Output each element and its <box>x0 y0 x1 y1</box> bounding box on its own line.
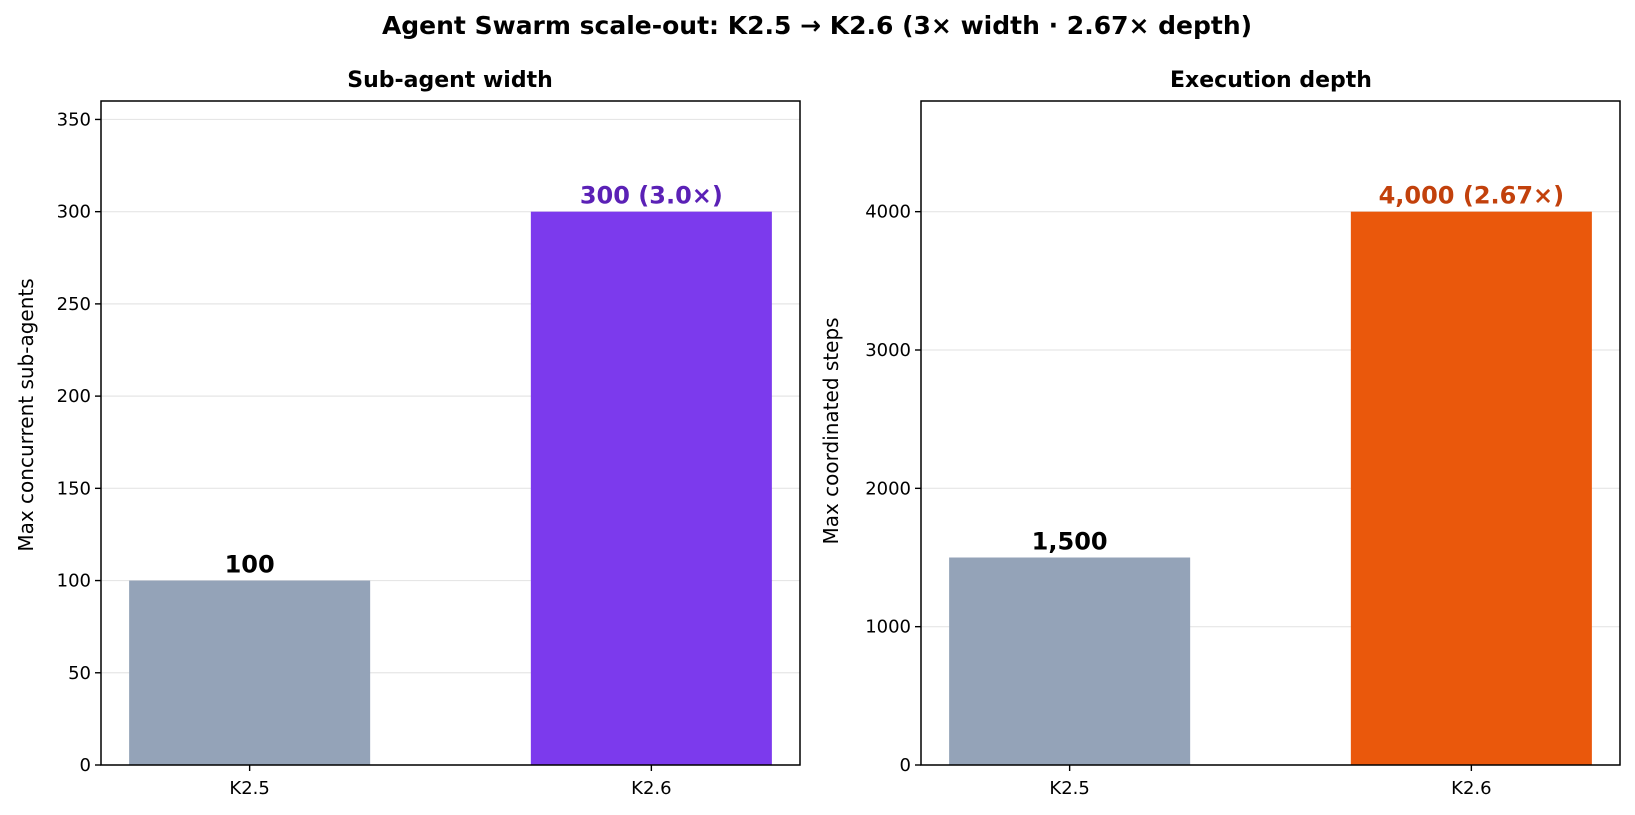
y-tick-label: 150 <box>57 478 91 499</box>
plot-frame <box>100 100 801 766</box>
bar-k2-5 <box>949 557 1191 765</box>
y-tick-label: 0 <box>80 755 91 776</box>
bar-value-label: 4,000 (2.67×) <box>1379 182 1565 210</box>
x-tick-label: K2.6 <box>1451 778 1491 799</box>
y-tick-label: 3000 <box>865 340 911 361</box>
y-tick-label: 2000 <box>865 478 911 499</box>
bar-value-label: 100 <box>225 551 275 579</box>
y-tick-label: 1000 <box>865 617 911 638</box>
y-tick-label: 350 <box>57 109 91 130</box>
y-tick-label: 100 <box>57 571 91 592</box>
bar-k2-6 <box>530 211 772 765</box>
panel-title: Sub-agent width <box>347 68 553 93</box>
y-tick-label: 0 <box>900 755 911 776</box>
bar-value-label: 1,500 <box>1032 528 1108 556</box>
y-axis-label: Max coordinated steps <box>819 317 843 544</box>
x-tick-label: K2.5 <box>229 778 269 799</box>
plot-frame <box>920 100 1621 766</box>
chart-panel-subagent-width: Sub-agent width Max concurrent sub-agent… <box>14 68 801 799</box>
y-tick-label: 50 <box>68 663 91 684</box>
y-tick-label: 4000 <box>865 202 911 223</box>
bar-value-label: 300 (3.0×) <box>580 182 723 210</box>
figure-title: Agent Swarm scale-out: K2.5 → K2.6 (3× w… <box>382 11 1252 40</box>
x-tick-label: K2.6 <box>631 778 671 799</box>
y-tick-label: 200 <box>57 386 91 407</box>
panel-title: Execution depth <box>1170 68 1372 93</box>
bar-k2-6 <box>1350 211 1592 765</box>
x-tick-label: K2.5 <box>1049 778 1089 799</box>
chart-panel-execution-depth: Execution depth Max coordinated steps 1,… <box>819 68 1621 799</box>
y-axis-label: Max concurrent sub-agents <box>14 278 38 551</box>
bar-k2-5 <box>129 580 371 765</box>
y-tick-label: 250 <box>57 294 91 315</box>
y-tick-label: 300 <box>57 202 91 223</box>
